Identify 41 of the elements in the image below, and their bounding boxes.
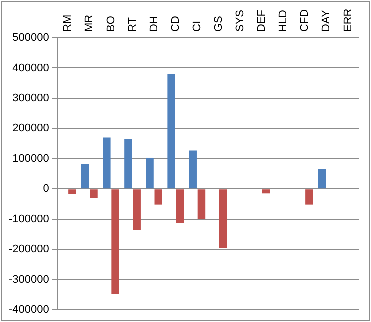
y-tick-label: 200000 <box>12 122 50 135</box>
x-tick-label: BO <box>105 16 118 32</box>
x-tick-label: SYS <box>234 10 247 32</box>
bar <box>219 190 228 248</box>
bar <box>103 138 111 189</box>
y-tick-label: -400000 <box>8 304 50 316</box>
x-tick-label: MR <box>84 14 96 32</box>
bar <box>189 150 197 189</box>
x-tick-label: DEF <box>256 10 268 32</box>
bar <box>68 190 76 195</box>
bar <box>82 164 90 189</box>
x-tick-label: ERR <box>342 8 354 32</box>
x-tick-label: CFD <box>299 9 312 32</box>
y-tick-label: -300000 <box>8 274 50 286</box>
y-tick-label: 0 <box>43 183 50 196</box>
x-tick-label: RT <box>126 17 139 32</box>
x-tick-label: CI <box>191 21 204 32</box>
x-tick-label: GS <box>212 16 225 32</box>
bar <box>154 190 163 205</box>
y-tick-label: -200000 <box>8 244 50 256</box>
x-tick-label: CD <box>170 16 182 32</box>
bar <box>318 169 326 189</box>
x-tick-label: RM <box>62 14 74 32</box>
bar <box>146 158 154 189</box>
x-tick-label: DAY <box>320 10 333 32</box>
bar <box>262 190 270 194</box>
bar <box>168 74 176 189</box>
bar <box>124 139 132 189</box>
y-tick-label: 300000 <box>12 92 50 104</box>
y-tick-label: 100000 <box>12 152 50 165</box>
bar <box>198 190 206 220</box>
bar <box>112 190 120 294</box>
y-tick-label: 400000 <box>12 62 50 74</box>
bar <box>306 190 314 205</box>
y-tick-label: -100000 <box>8 213 50 226</box>
bar <box>90 190 98 198</box>
x-tick-label: DH <box>148 16 160 32</box>
bar <box>176 190 184 223</box>
x-tick-label: HLD <box>278 10 290 32</box>
bar <box>133 190 141 231</box>
y-tick-label: 500000 <box>12 32 50 44</box>
